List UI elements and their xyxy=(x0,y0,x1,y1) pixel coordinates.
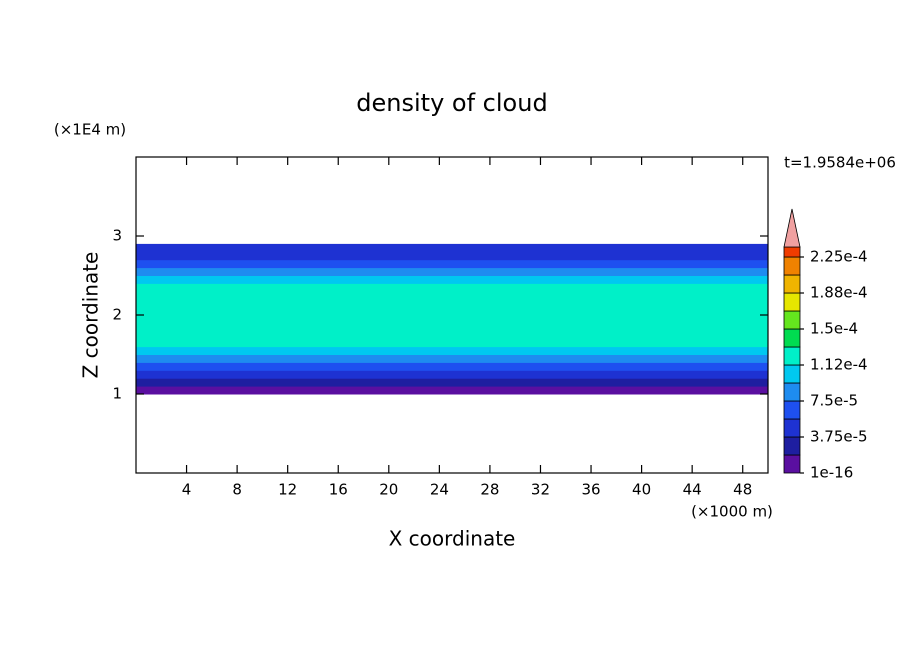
x-tick-label: 8 xyxy=(232,481,242,499)
colorbar-box xyxy=(783,328,801,348)
contour-band xyxy=(136,307,768,316)
x-tick-label: 40 xyxy=(632,481,651,499)
colorbar-tick-label: 2.25e-4 xyxy=(810,248,868,266)
contour-band xyxy=(136,386,768,395)
colorbar-box xyxy=(783,246,801,258)
x-tick-label: 28 xyxy=(480,481,499,499)
colorbar-box xyxy=(783,436,801,456)
annotation: t=1.9584e+06 xyxy=(784,154,896,172)
colorbar-box xyxy=(783,346,801,366)
y-tick-label: 3 xyxy=(112,227,122,245)
colorbar-box xyxy=(783,274,801,294)
contour-band xyxy=(136,346,768,355)
contour-band xyxy=(136,338,768,348)
x-unit: (×1000 m) xyxy=(691,503,773,521)
contour-band xyxy=(136,362,768,371)
colorbar-tick-label: 1e-16 xyxy=(810,464,853,482)
x-axis-label: X coordinate xyxy=(389,527,516,551)
contour-band xyxy=(136,283,768,292)
contour-band xyxy=(136,322,768,332)
x-tick-label: 12 xyxy=(278,481,297,499)
contour-band xyxy=(136,330,768,340)
x-tick-label: 16 xyxy=(329,481,348,499)
x-tick-label: 36 xyxy=(581,481,600,499)
contour-band xyxy=(136,259,768,269)
x-tick-label: 48 xyxy=(733,481,752,499)
colorbar-box xyxy=(783,310,801,330)
contour-band xyxy=(136,378,768,387)
colorbar-box xyxy=(783,454,801,474)
colorbar-tick-label: 7.5e-5 xyxy=(810,392,858,410)
contour-band xyxy=(136,275,768,284)
chart-title: density of cloud xyxy=(356,89,547,117)
contour-band xyxy=(136,370,768,379)
contour-band xyxy=(136,267,768,276)
contour-band xyxy=(136,251,768,261)
colorbar-tick-label: 1.88e-4 xyxy=(810,284,868,302)
colorbar-tick-label: 1.12e-4 xyxy=(810,356,868,374)
contour-band xyxy=(136,291,768,300)
y-tick-label: 1 xyxy=(112,385,122,403)
y-axis-label: Z coordinate xyxy=(79,252,103,379)
contour-band xyxy=(136,354,768,363)
colorbar-box xyxy=(783,364,801,384)
colorbar-tick-label: 1.5e-4 xyxy=(810,320,858,338)
x-tick-label: 32 xyxy=(531,481,550,499)
contour-band xyxy=(136,243,768,253)
y-unit: (×1E4 m) xyxy=(54,121,126,139)
x-tick-label: 20 xyxy=(379,481,398,499)
x-tick-label: 4 xyxy=(182,481,192,499)
colorbar-box xyxy=(783,292,801,312)
x-tick-label: 44 xyxy=(683,481,702,499)
colorbar-box xyxy=(783,382,801,402)
colorbar-box xyxy=(783,256,801,276)
contour-band xyxy=(136,315,768,324)
colorbar-box xyxy=(783,400,801,420)
colorbar-over xyxy=(783,208,801,248)
colorbar-box xyxy=(783,418,801,438)
colorbar-tick-label: 3.75e-5 xyxy=(810,428,868,446)
y-tick-label: 2 xyxy=(112,306,122,324)
contour-band xyxy=(136,299,768,308)
x-tick-label: 24 xyxy=(430,481,449,499)
